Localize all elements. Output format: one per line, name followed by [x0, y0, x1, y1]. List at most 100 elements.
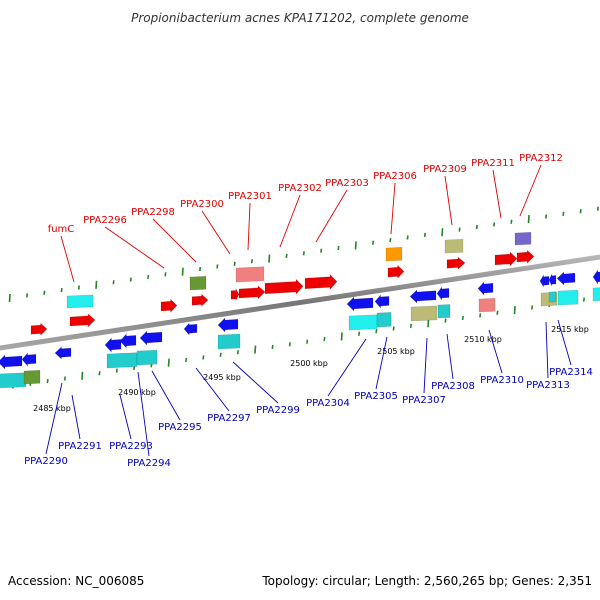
- gene-feature[interactable]: [217, 317, 239, 333]
- gene-feature[interactable]: [30, 322, 48, 336]
- gene-label-PPA2313[interactable]: PPA2313: [526, 380, 570, 391]
- gene-feature[interactable]: [21, 352, 37, 367]
- gene-label-PPA2293[interactable]: PPA2293: [109, 441, 153, 452]
- gene-label-PPA2310[interactable]: PPA2310: [480, 375, 524, 386]
- gene-label-PPA2298[interactable]: PPA2298: [131, 207, 175, 218]
- gene-feature[interactable]: [592, 269, 600, 285]
- tick-mark: [545, 214, 548, 219]
- gene-label-PPA2296[interactable]: PPA2296: [83, 215, 127, 226]
- gene-feature[interactable]: [106, 352, 138, 369]
- tick-mark: [60, 288, 63, 293]
- gene-label-PPA2294[interactable]: PPA2294: [127, 458, 171, 469]
- gene-feature[interactable]: [387, 264, 405, 280]
- gene-feature[interactable]: [444, 238, 464, 254]
- gene-label-PPA2307[interactable]: PPA2307: [402, 395, 446, 406]
- gene-feature[interactable]: [548, 273, 557, 287]
- gene-label-PPA2303[interactable]: PPA2303: [325, 178, 369, 189]
- gene-label-PPA2314[interactable]: PPA2314: [549, 367, 593, 378]
- gene-feature[interactable]: [557, 289, 579, 306]
- kbp-label-2515: 2515 kbp: [551, 325, 589, 334]
- gene-feature[interactable]: [348, 314, 378, 331]
- gene-label-PPA2299[interactable]: PPA2299: [256, 405, 300, 416]
- tick-mark: [340, 332, 343, 341]
- gene-feature[interactable]: [494, 251, 518, 267]
- gene-label-PPA2312[interactable]: PPA2312: [519, 153, 563, 164]
- tick-mark: [513, 306, 516, 315]
- gene-feature[interactable]: [478, 297, 496, 313]
- gene-feature[interactable]: [23, 369, 41, 385]
- gene-feature[interactable]: [516, 249, 535, 264]
- gene-feature[interactable]: [183, 322, 198, 336]
- gene-label-PPA2297[interactable]: PPA2297: [207, 413, 251, 424]
- tick-mark: [475, 224, 478, 230]
- gene-label-PPA2308[interactable]: PPA2308: [431, 381, 475, 392]
- gene-label-PPA2311[interactable]: PPA2311: [471, 158, 515, 169]
- gene-feature[interactable]: [189, 275, 207, 291]
- gene-label-PPA2290[interactable]: PPA2290: [24, 456, 68, 467]
- tick-mark: [375, 329, 378, 334]
- gene-feature[interactable]: [54, 346, 72, 360]
- tick-mark: [306, 339, 309, 344]
- gene-feature[interactable]: [139, 330, 163, 346]
- gene-feature[interactable]: [66, 294, 94, 309]
- gene-label-PPA2301[interactable]: PPA2301: [228, 191, 272, 202]
- gene-label-PPA2295[interactable]: PPA2295: [158, 422, 202, 433]
- tick-mark: [302, 251, 305, 256]
- gene-label-PPA2302[interactable]: PPA2302: [278, 183, 322, 194]
- gene-feature[interactable]: [346, 296, 374, 312]
- kbp-label-2490: 2490 kbp: [118, 388, 156, 397]
- tick-mark: [115, 368, 118, 373]
- label-leader-line: [390, 182, 396, 235]
- gene-feature[interactable]: [0, 354, 23, 370]
- topology-text: Topology: circular; Length: 2,560,265 bp…: [261, 574, 592, 588]
- tick-mark: [358, 331, 361, 336]
- gene-label-PPA2300[interactable]: PPA2300: [180, 199, 224, 210]
- label-leader-line: [327, 338, 367, 397]
- gene-label-PPA2291[interactable]: PPA2291: [58, 441, 102, 452]
- gene-feature[interactable]: [235, 266, 265, 283]
- gene-feature[interactable]: [230, 288, 240, 301]
- gene-feature[interactable]: [592, 287, 600, 302]
- gene-feature[interactable]: [0, 372, 27, 389]
- gene-feature[interactable]: [376, 312, 392, 328]
- gene-feature[interactable]: [548, 291, 557, 303]
- gene-feature[interactable]: [104, 337, 122, 353]
- label-leader-line: [315, 189, 348, 243]
- gene-feature[interactable]: [409, 289, 437, 304]
- gene-feature[interactable]: [410, 305, 438, 322]
- gene-feature[interactable]: [119, 333, 137, 349]
- tick-mark: [427, 319, 430, 328]
- gene-feature[interactable]: [374, 294, 390, 309]
- gene-feature[interactable]: [446, 256, 466, 270]
- gene-feature[interactable]: [160, 298, 178, 314]
- tick-mark: [372, 240, 375, 245]
- label-leader-line: [423, 337, 428, 394]
- kbp-label-2495: 2495 kbp: [203, 373, 241, 382]
- label-leader-line: [545, 321, 549, 379]
- gene-feature[interactable]: [477, 281, 494, 296]
- gene-feature[interactable]: [264, 278, 304, 296]
- gene-feature[interactable]: [304, 273, 338, 291]
- gene-feature[interactable]: [436, 286, 450, 301]
- gene-feature[interactable]: [69, 313, 96, 328]
- gene-feature[interactable]: [217, 333, 241, 350]
- gene-feature[interactable]: [556, 271, 576, 286]
- gene-label-PPA2306[interactable]: PPA2306: [373, 171, 417, 182]
- gene-label-PPA2304[interactable]: PPA2304: [306, 398, 350, 409]
- gene-label-fumC[interactable]: fumC: [48, 224, 75, 235]
- forward-gene-labels: fumC PPA2296 PPA2298 PPA2300 PPA2301 PPA…: [48, 153, 563, 235]
- kbp-label-2500: 2500 kbp: [290, 359, 328, 368]
- gene-feature[interactable]: [437, 304, 451, 319]
- gene-label-PPA2309[interactable]: PPA2309: [423, 164, 467, 175]
- gene-feature[interactable]: [191, 293, 209, 307]
- tick-mark: [288, 342, 291, 347]
- label-leader-line: [488, 329, 503, 374]
- gene-feature[interactable]: [136, 349, 158, 366]
- gene-label-PPA2305[interactable]: PPA2305: [354, 391, 398, 402]
- gene-feature[interactable]: [514, 231, 532, 246]
- tick-mark: [441, 228, 444, 237]
- tick-mark: [271, 344, 274, 350]
- gene-feature[interactable]: [238, 285, 266, 300]
- gene-feature[interactable]: [385, 246, 403, 262]
- gene-feature[interactable]: [539, 273, 550, 289]
